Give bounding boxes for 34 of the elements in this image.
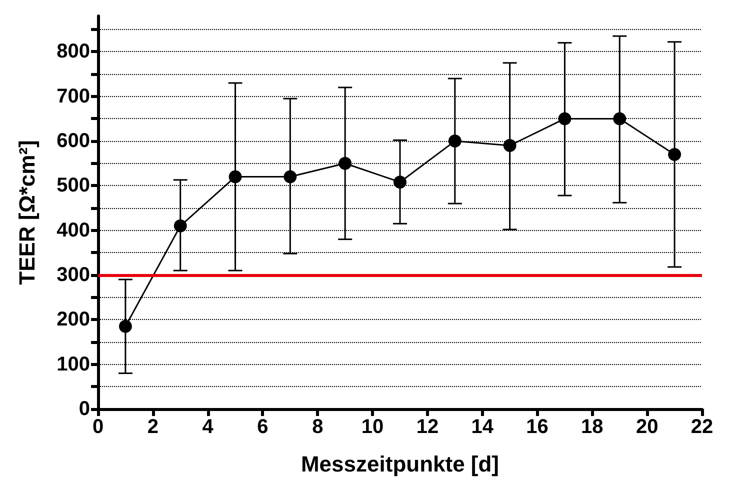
y-tick-label: 200 bbox=[56, 308, 90, 331]
x-tick-label: 2 bbox=[147, 416, 158, 438]
x-tick-label: 16 bbox=[526, 416, 548, 438]
x-tick-label: 14 bbox=[471, 416, 494, 438]
y-tick-label: 500 bbox=[56, 174, 90, 197]
y-axis-title: TEER [Ω*cm²] bbox=[14, 140, 40, 285]
point bbox=[394, 176, 406, 189]
point bbox=[448, 134, 462, 148]
x-tick-label: 6 bbox=[257, 416, 268, 438]
x-tick-label: 0 bbox=[92, 416, 104, 438]
point bbox=[118, 320, 132, 333]
point bbox=[503, 139, 516, 152]
x-tick-label: 12 bbox=[416, 416, 439, 438]
y-tick-label: 800 bbox=[56, 40, 90, 63]
point bbox=[613, 112, 626, 126]
y-tick-label: 0 bbox=[78, 398, 90, 420]
y-tick-label: 100 bbox=[56, 353, 90, 376]
point bbox=[284, 170, 297, 184]
y-tick-label: 600 bbox=[56, 130, 90, 152]
x-tick-label: 10 bbox=[361, 416, 384, 438]
point bbox=[174, 219, 187, 232]
x-tick-label: 20 bbox=[636, 416, 658, 438]
y-tick-label: 300 bbox=[56, 264, 90, 286]
y-tick-label: 700 bbox=[56, 85, 90, 108]
y-tick-label: 400 bbox=[56, 219, 90, 242]
point bbox=[338, 156, 352, 170]
point bbox=[558, 112, 572, 126]
point bbox=[228, 170, 242, 184]
x-tick-label: 8 bbox=[312, 416, 324, 438]
x-tick-label: 4 bbox=[202, 416, 214, 438]
point bbox=[668, 148, 682, 161]
x-axis-title: Messzeitpunkte [d] bbox=[300, 452, 500, 476]
x-tick-label: 22 bbox=[690, 416, 714, 438]
x-tick-label: 18 bbox=[581, 416, 604, 438]
